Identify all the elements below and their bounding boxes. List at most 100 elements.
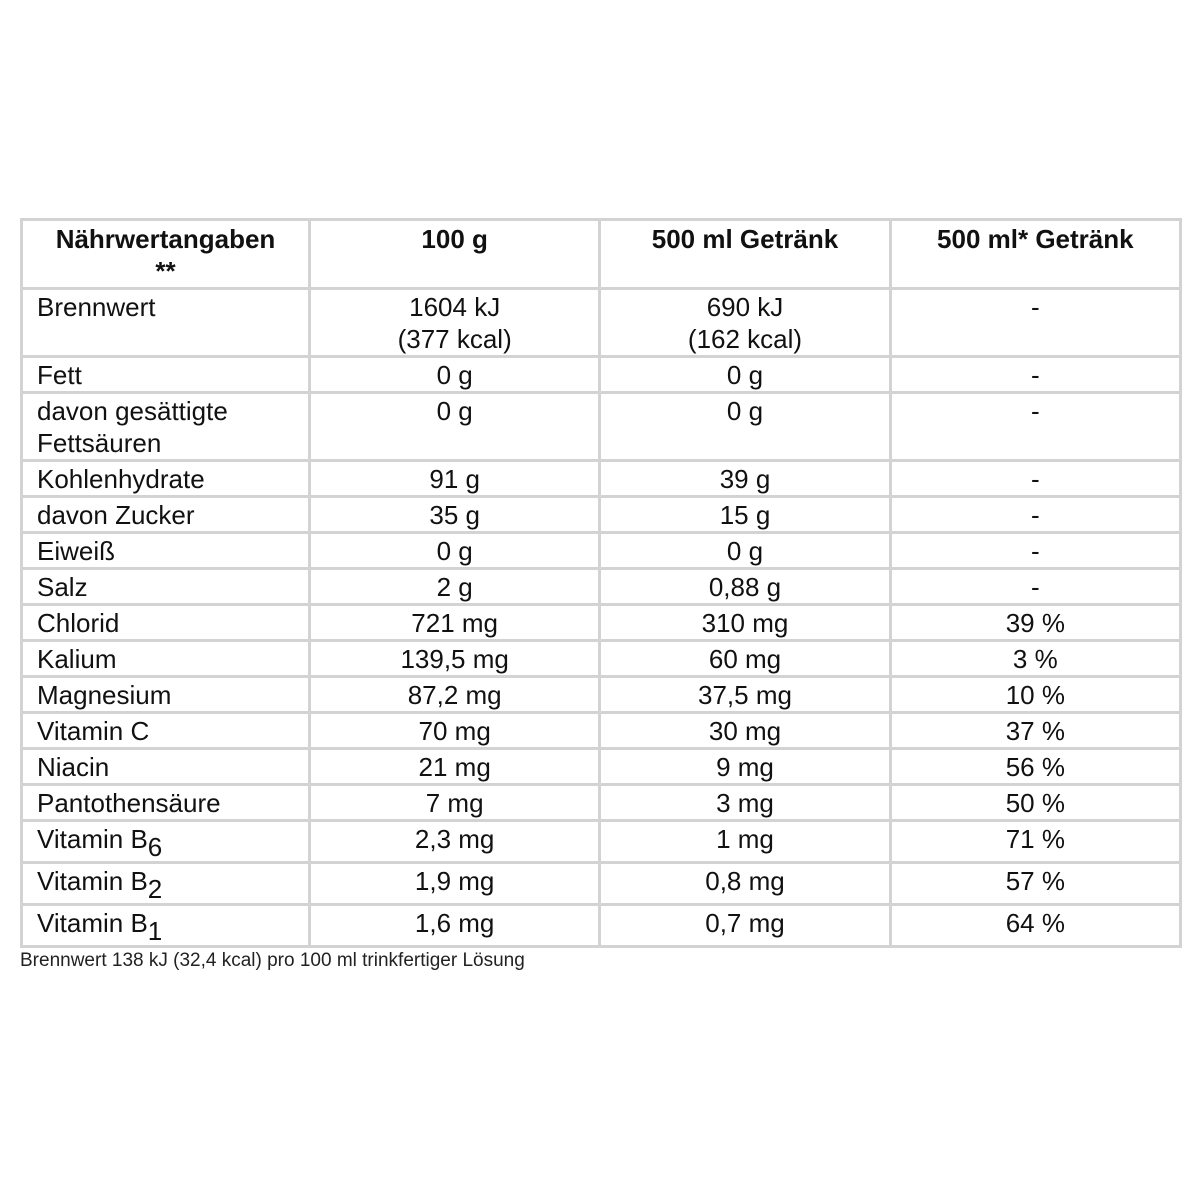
value-per-500ml: 3 mg bbox=[598, 783, 892, 822]
nutrient-name: Eiweiß bbox=[20, 531, 311, 570]
value-per-500ml: 0 g bbox=[598, 355, 892, 394]
table-row: Niacin 21 mg 9 mg 56 % bbox=[20, 747, 1183, 786]
nutrient-label: Chlorid bbox=[37, 608, 120, 638]
nutrient-name: Vitamin B1 bbox=[20, 903, 311, 948]
table-row: Pantothensäure 7 mg 3 mg 50 % bbox=[20, 783, 1183, 822]
nutrient-subscript: 2 bbox=[147, 874, 163, 904]
percent-reference: 37 % bbox=[888, 711, 1183, 750]
value-text: 7 mg bbox=[425, 788, 484, 818]
header-nutrients: Nährwertangaben ** bbox=[20, 218, 311, 290]
nutrient-name: Magnesium bbox=[20, 675, 311, 714]
value-per-500ml: 0,8 mg bbox=[598, 861, 892, 906]
value-text: 0 g bbox=[436, 396, 473, 426]
percent-reference: - bbox=[888, 355, 1183, 394]
value-text: 70 mg bbox=[418, 716, 491, 746]
value-per-500ml: 60 mg bbox=[598, 639, 892, 678]
value-text: 1604 kJ bbox=[409, 292, 501, 322]
nutrient-name: Chlorid bbox=[20, 603, 311, 642]
value-text: 37,5 mg bbox=[698, 680, 792, 710]
nutrient-label: davon gesättigte Fettsäuren bbox=[37, 396, 228, 458]
footnote: Brennwert 138 kJ (32,4 kcal) pro 100 ml … bbox=[20, 950, 525, 971]
value-text: 0 g bbox=[726, 536, 764, 566]
value-per-100g: 1,6 mg bbox=[307, 903, 602, 948]
nutrient-label: Vitamin B bbox=[37, 824, 148, 854]
value-per-100g: 2,3 mg bbox=[307, 819, 602, 864]
nutrient-label: Kohlenhydrate bbox=[37, 464, 205, 494]
nutrient-subscript: 1 bbox=[147, 916, 163, 946]
value-text: 139,5 mg bbox=[400, 644, 509, 674]
value-text: 30 mg bbox=[708, 716, 782, 746]
value-text: 0 g bbox=[726, 396, 764, 426]
nutrition-table: Nährwertangaben ** 100 g 500 ml Getränk 5… bbox=[20, 218, 1183, 948]
value-per-100g: 0 g bbox=[307, 391, 602, 462]
value-per-500ml: 690 kJ (162 kcal) bbox=[598, 287, 892, 358]
nutrient-name: Kalium bbox=[20, 639, 311, 678]
table-row: Eiweiß 0 g 0 g - bbox=[20, 531, 1183, 570]
table-row: Brennwert 1604 kJ (377 kcal) 690 kJ (162 kca… bbox=[20, 287, 1183, 358]
value-text: 1,6 mg bbox=[414, 908, 495, 938]
table-row: Salz 2 g 0,88 g - bbox=[20, 567, 1183, 606]
value-text: 0 g bbox=[436, 360, 473, 390]
value-per-100g: 1604 kJ (377 kcal) bbox=[307, 287, 602, 358]
value-text: 3 mg bbox=[716, 788, 774, 818]
nutrient-label: davon Zucker bbox=[37, 500, 195, 530]
value-per-500ml: 0 g bbox=[598, 531, 892, 570]
table-row: Fett 0 g 0 g - bbox=[20, 355, 1183, 394]
nutrient-name: Fett bbox=[20, 355, 311, 394]
nutrient-name: Vitamin B2 bbox=[20, 861, 311, 906]
table-row: Vitamin C 70 mg 30 mg 37 % bbox=[20, 711, 1183, 750]
value-per-100g: 1,9 mg bbox=[307, 861, 602, 906]
value-text: 2,3 mg bbox=[414, 824, 495, 854]
value-text: 1 mg bbox=[716, 824, 774, 854]
nutrient-label: Brennwert bbox=[37, 292, 156, 322]
nutrient-name: Vitamin B6 bbox=[20, 819, 311, 864]
nutrient-label: Salz bbox=[37, 572, 88, 602]
table-row: Vitamin B6 2,3 mg 1 mg 71 % bbox=[20, 819, 1183, 864]
value-text: (162 kcal) bbox=[687, 324, 803, 354]
nutrient-label: Vitamin B bbox=[37, 908, 148, 938]
value-per-500ml: 0,88 g bbox=[598, 567, 892, 606]
value-text: (377 kcal) bbox=[397, 324, 512, 354]
nutrient-name: Brennwert bbox=[20, 287, 311, 358]
header-100g: 100 g bbox=[307, 218, 602, 290]
nutrient-label: Fett bbox=[37, 360, 82, 390]
value-per-100g: 87,2 mg bbox=[307, 675, 602, 714]
value-per-500ml: 37,5 mg bbox=[598, 675, 892, 714]
value-per-500ml: 30 mg bbox=[598, 711, 892, 750]
value-per-100g: 35 g bbox=[307, 495, 602, 534]
value-text: 2 g bbox=[436, 572, 473, 602]
value-per-100g: 21 mg bbox=[307, 747, 602, 786]
percent-reference: 39 % bbox=[888, 603, 1183, 642]
header-500ml: 500 ml Getränk bbox=[598, 218, 892, 290]
value-per-100g: 7 mg bbox=[307, 783, 602, 822]
value-per-100g: 139,5 mg bbox=[307, 639, 602, 678]
value-text: 91 g bbox=[429, 464, 480, 494]
value-text: 9 mg bbox=[716, 752, 774, 782]
nutrient-name: Vitamin C bbox=[20, 711, 311, 750]
value-per-500ml: 15 g bbox=[598, 495, 892, 534]
table-row: Kohlenhydrate 91 g 39 g - bbox=[20, 459, 1183, 498]
nutrient-subscript: 6 bbox=[147, 832, 163, 862]
percent-reference: 57 % bbox=[888, 861, 1183, 906]
percent-reference: - bbox=[888, 531, 1183, 570]
value-text: 15 g bbox=[719, 500, 771, 530]
value-per-100g: 70 mg bbox=[307, 711, 602, 750]
value-per-500ml: 9 mg bbox=[598, 747, 892, 786]
nutrient-name: davon Zucker bbox=[20, 495, 311, 534]
value-per-100g: 2 g bbox=[307, 567, 602, 606]
value-text: 35 g bbox=[429, 500, 480, 530]
value-text: 87,2 mg bbox=[407, 680, 502, 710]
value-per-100g: 91 g bbox=[307, 459, 602, 498]
nutrient-label: Eiweiß bbox=[37, 536, 116, 566]
nutrient-label: Kalium bbox=[37, 644, 117, 674]
table-row: Magnesium 87,2 mg 37,5 mg 10 % bbox=[20, 675, 1183, 714]
value-per-500ml: 0,7 mg bbox=[598, 903, 892, 948]
table-row: Kalium 139,5 mg 60 mg 3 % bbox=[20, 639, 1183, 678]
value-per-500ml: 39 g bbox=[598, 459, 892, 498]
nutrient-label: Vitamin B bbox=[37, 866, 148, 896]
percent-reference: 71 % bbox=[888, 819, 1183, 864]
table-row: Vitamin B1 1,6 mg 0,7 mg 64 % bbox=[20, 903, 1183, 948]
nutrient-label: Pantothensäure bbox=[37, 788, 221, 818]
percent-reference: 50 % bbox=[888, 783, 1183, 822]
nutrient-label: Vitamin C bbox=[37, 716, 150, 746]
